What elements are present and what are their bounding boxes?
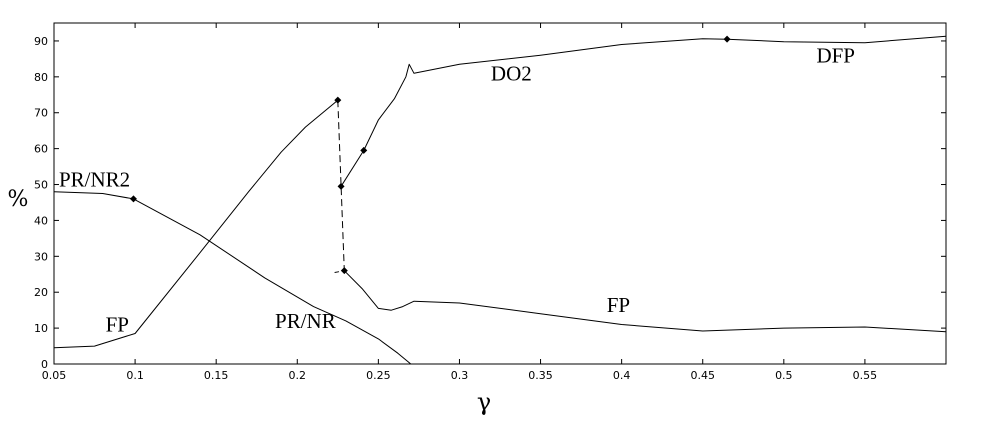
data-point-marker bbox=[334, 96, 342, 104]
x-tick-label: 0.1 bbox=[126, 369, 144, 382]
x-tick-label: 0.4 bbox=[613, 369, 631, 382]
x-tick-label: 0.2 bbox=[289, 369, 307, 382]
tick-labels: 0.05 0.1 0.15 0.2 0.25 0.3 0.35 0.4 0.45 0.5 0.55 0… bbox=[34, 35, 877, 382]
y-tick-label: 30 bbox=[34, 250, 48, 263]
series-line-4 bbox=[340, 38, 728, 187]
y-tick-label: 40 bbox=[34, 214, 48, 227]
series-annotation: DFP bbox=[816, 43, 855, 67]
data-point-marker bbox=[723, 35, 731, 43]
x-tick-label: 0.55 bbox=[853, 369, 878, 382]
y-tick-label: 20 bbox=[34, 286, 48, 299]
series-annotation: FP bbox=[106, 313, 129, 337]
y-tick-label: 70 bbox=[34, 107, 48, 120]
data-point-marker bbox=[129, 195, 137, 203]
series-annotation: PR/NR bbox=[275, 309, 336, 333]
series-annotation: DO2 bbox=[491, 61, 532, 85]
x-tick-label: 0.25 bbox=[366, 369, 391, 382]
series-line-2 bbox=[53, 99, 339, 349]
series-line-0 bbox=[53, 191, 412, 365]
y-tick-label: 50 bbox=[34, 179, 48, 192]
x-tick-label: 0.05 bbox=[42, 369, 67, 382]
y-tick-label: 0 bbox=[41, 358, 48, 371]
x-tick-label: 0.15 bbox=[204, 369, 229, 382]
data-point-marker bbox=[340, 267, 348, 275]
series-annotations: PR/NR2 FP PR/NR FP DO2 DFP bbox=[59, 43, 855, 336]
data-point-marker bbox=[337, 182, 345, 190]
data-point-marker bbox=[360, 146, 368, 154]
x-tick-label: 0.35 bbox=[528, 369, 553, 382]
series-line-5 bbox=[727, 35, 947, 44]
series-annotation: PR/NR2 bbox=[59, 167, 130, 191]
x-tick-label: 0.45 bbox=[690, 369, 715, 382]
axis-ticks bbox=[53, 23, 946, 365]
x-tick-label: 0.5 bbox=[775, 369, 793, 382]
series-lines bbox=[53, 35, 947, 365]
series-annotation: FP bbox=[607, 293, 630, 317]
y-tick-label: 60 bbox=[34, 143, 48, 156]
y-tick-label: 80 bbox=[34, 71, 48, 84]
y-tick-label: 90 bbox=[34, 35, 48, 48]
plot-area bbox=[53, 22, 947, 365]
x-tick-label: 0.3 bbox=[451, 369, 469, 382]
y-tick-label: 10 bbox=[34, 322, 48, 335]
x-axis-label: γ bbox=[477, 388, 491, 416]
series-line-3 bbox=[343, 270, 947, 333]
y-axis-label: % bbox=[8, 187, 29, 212]
data-markers bbox=[129, 35, 731, 275]
